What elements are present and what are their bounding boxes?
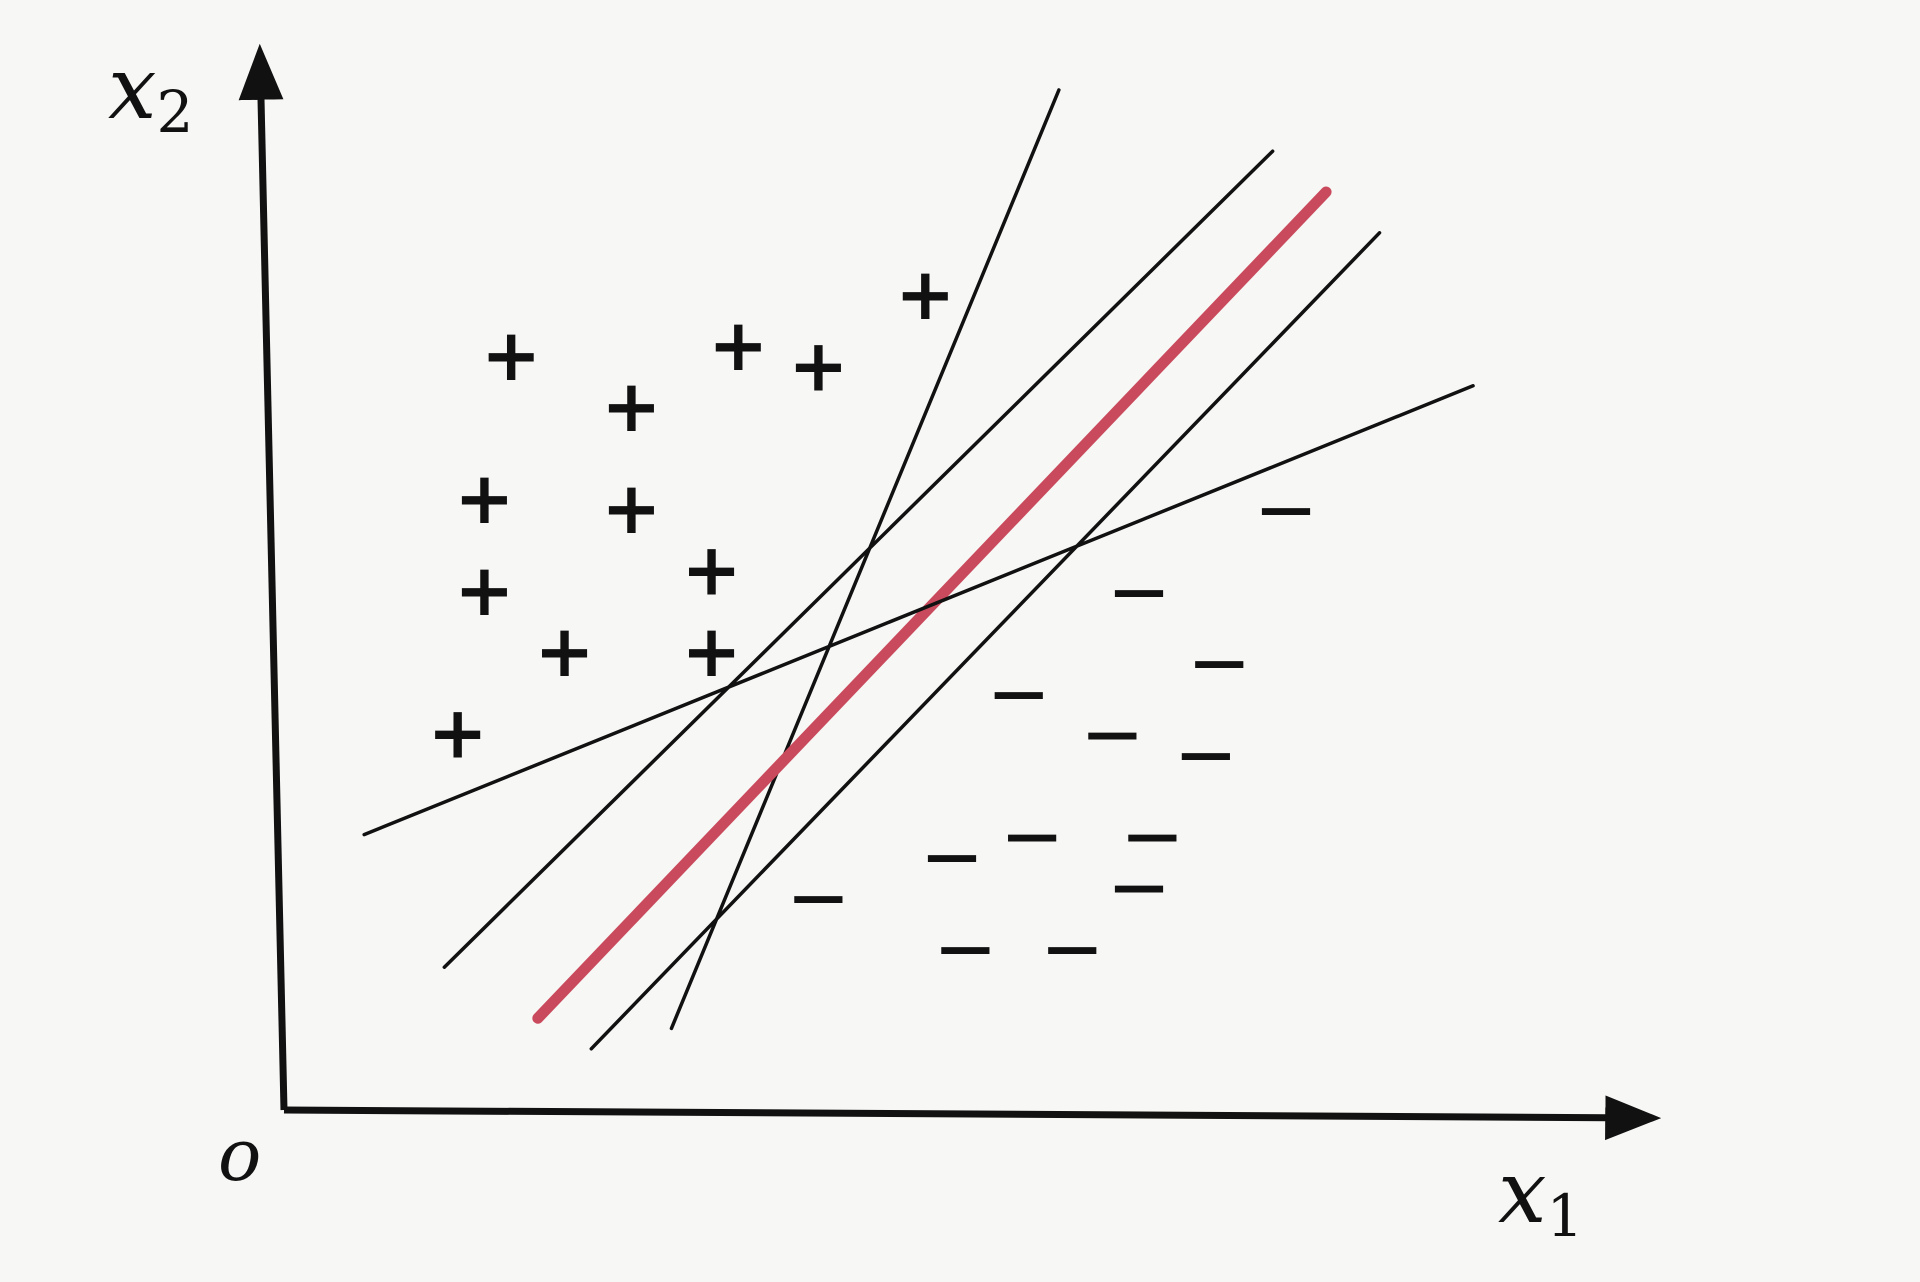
positive-sample-point: +: [788, 323, 848, 407]
negative-sample-point: —: [1085, 701, 1139, 764]
negative-sample-point: —: [1192, 630, 1246, 693]
separating-line-upper-parallel: [442, 149, 1275, 969]
negative-sample-point: —: [938, 915, 992, 978]
separating-line-shallow: [362, 384, 1475, 837]
positive-sample-point: +: [601, 364, 661, 448]
negative-sample-point: —: [925, 824, 979, 887]
negative-sample-point: —: [1259, 477, 1313, 540]
positive-sample-point: +: [428, 691, 488, 775]
separating-line-lower-parallel: [589, 231, 1382, 1051]
y-axis-label-subscript: 2: [157, 78, 194, 146]
origin-label: o: [218, 1113, 261, 1197]
negative-sample-point: —: [791, 864, 845, 927]
negative-sample-point: —: [1005, 803, 1059, 866]
positive-sample-point: +: [454, 456, 514, 540]
negative-sample-point: —: [992, 660, 1046, 723]
positive-sample-point: +: [454, 548, 514, 632]
x-axis: [283, 1095, 1662, 1141]
negative-sample-point: —: [1179, 722, 1233, 785]
positive-sample-point: +: [708, 303, 768, 387]
separating-lines-group: [362, 88, 1475, 1051]
negative-sample-point: —: [1112, 854, 1166, 917]
negative-sample-point: —: [1045, 915, 1099, 978]
y-axis-label-base: x: [108, 39, 157, 139]
positive-sample-point: +: [895, 252, 955, 336]
sample-points-group: +++ +++ ++++ ++————— —— —— ——— —: [428, 252, 1313, 978]
x-axis-label-base: x: [1498, 1143, 1547, 1243]
positive-sample-point: +: [534, 609, 594, 693]
positive-sample-point: +: [681, 609, 741, 693]
positive-sample-point: +: [601, 466, 661, 550]
positive-sample-point: +: [481, 313, 541, 397]
x-axis-label-subscript: 1: [1547, 1182, 1584, 1250]
x-axis-label: x1: [1498, 1143, 1583, 1250]
positive-sample-point: +: [681, 527, 741, 611]
y-axis: [238, 43, 288, 1111]
negative-sample-point: —: [1112, 558, 1166, 621]
y-axis-label: x2: [108, 39, 193, 146]
separating-line-steep: [669, 88, 1061, 1031]
negative-sample-point: —: [1125, 803, 1179, 866]
